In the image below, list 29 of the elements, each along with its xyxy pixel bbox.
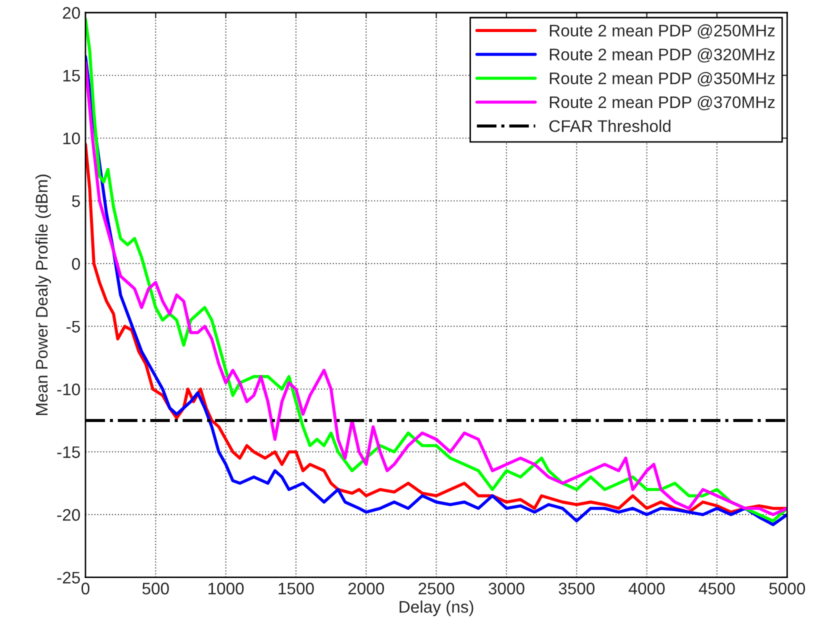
x-tick-label: 4500	[698, 582, 735, 594]
x-tick-label: 1000	[208, 582, 244, 594]
y-tick-label: 15	[63, 70, 80, 82]
x-tick-label: 3000	[488, 582, 524, 594]
y-tick-label: 10	[63, 132, 80, 144]
y-tick-label: -25	[57, 572, 80, 584]
x-tick-label: 500	[142, 582, 169, 594]
legend-label: Route 2 mean PDP @350MHz	[550, 72, 775, 86]
x-tick-label: 3500	[558, 582, 595, 594]
x-tick-label: 2000	[348, 582, 384, 594]
y-tick-label: 0	[72, 258, 80, 270]
y-tick-label: -10	[57, 384, 80, 396]
y-tick-label: 5	[72, 195, 80, 208]
legend-label: CFAR Threshold	[549, 120, 670, 132]
x-tick-label: 2500	[418, 582, 454, 594]
x-tick-label: 1500	[278, 582, 314, 594]
x-axis-title: Delay (ns)	[400, 600, 474, 616]
y-axis-title: Mean Power Dealy Profile (dBm)	[35, 174, 51, 415]
y-tick-label: 20	[62, 7, 80, 19]
legend-label: Route 2 mean PDP @370MHz	[550, 96, 775, 110]
y-tick-label: -15	[57, 446, 80, 458]
x-tick-label: 4000	[628, 582, 665, 594]
legend-label: Route 2 mean PDP @250MHz	[550, 24, 775, 39]
line-series	[85, 142, 788, 514]
y-tick-label: -5	[66, 320, 80, 333]
legend-label: Route 2 mean PDP @320MHz	[550, 48, 775, 63]
x-tick-label: 5000	[769, 582, 806, 594]
x-tick-label: 0	[81, 582, 90, 594]
y-tick-label: -20	[57, 509, 80, 521]
